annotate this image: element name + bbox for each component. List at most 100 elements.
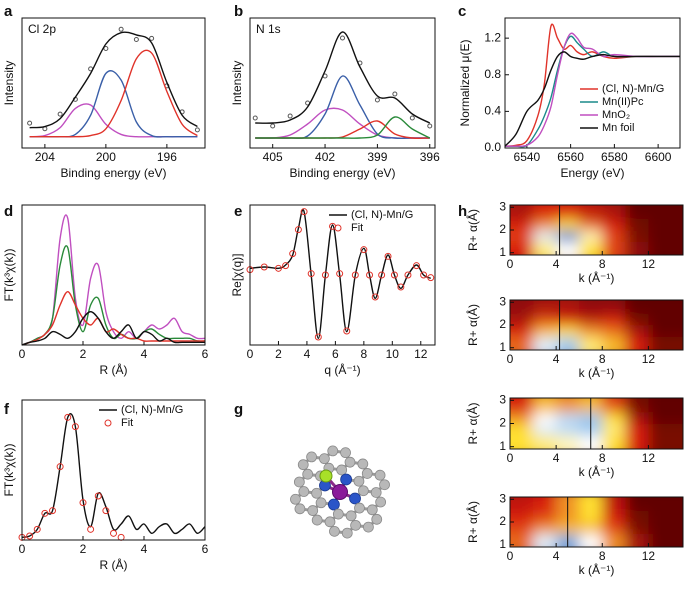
heatmap-cell [648, 497, 683, 512]
y-tick-label: 3 [499, 392, 506, 406]
x-tick-label: 12 [642, 352, 656, 366]
x-tick-label: 0 [247, 347, 254, 361]
y-axis-label: FT(k³χ(k)) [2, 249, 16, 302]
data-point [287, 113, 293, 119]
heatmap-cell [510, 205, 534, 220]
heatmap-cell [510, 241, 534, 255]
heatmap-cell [602, 435, 626, 449]
heatmap-cell [556, 313, 580, 326]
heatmap-cell [510, 533, 534, 547]
panel-label: d [4, 203, 13, 220]
heatmap-cell [510, 423, 534, 436]
heatmap-cell [625, 522, 649, 534]
legend-label: Fit [121, 417, 133, 429]
series-line [255, 75, 430, 140]
heatmap-cell [648, 230, 683, 242]
heatmap-cells [510, 398, 683, 449]
y-axis-label: Intensity [230, 61, 244, 106]
x-tick-label: 0 [507, 451, 514, 465]
heatmap-cell [648, 218, 683, 231]
heatmap-cell [579, 522, 603, 534]
panel-label: b [234, 3, 243, 20]
x-tick-label: 196 [157, 150, 177, 164]
y-axis-label: R+ α(Å) [465, 501, 480, 543]
carbon-atom [341, 527, 353, 539]
carbon-atom [298, 486, 310, 497]
series-line [255, 107, 430, 139]
data-point [413, 262, 420, 270]
legend-marker [104, 419, 112, 427]
carbon-atom [379, 479, 390, 491]
carbon-atom [293, 476, 305, 488]
heatmap [510, 300, 683, 350]
series-line [504, 23, 680, 147]
series-line [29, 49, 198, 138]
x-tick-label: 2 [80, 542, 87, 556]
data-point [282, 262, 290, 270]
data-point [397, 283, 405, 291]
annotation: Cl 2p [28, 22, 56, 36]
x-tick-label: 4 [141, 347, 148, 361]
x-axis-label: k (Å⁻¹) [579, 365, 615, 380]
heatmap-cell [533, 533, 557, 547]
y-tick-label: 1 [499, 537, 506, 551]
heatmap-cell [625, 510, 649, 523]
series-line [255, 31, 431, 124]
x-axis-label: k (Å⁻¹) [579, 464, 615, 479]
carbon-atom [307, 505, 319, 516]
data-point [390, 271, 398, 279]
heatmap-cell [510, 300, 534, 315]
y-tick-label: 3 [499, 491, 506, 505]
carbon-atom [336, 464, 348, 476]
data-point [118, 26, 124, 32]
x-axis-label: k (Å⁻¹) [579, 562, 615, 577]
x-axis-label: Energy (eV) [560, 166, 624, 180]
y-tick-label: 0.8 [484, 67, 501, 81]
y-tick-label: 3 [499, 199, 506, 213]
carbon-atom [311, 514, 323, 526]
x-tick-label: 8 [599, 352, 606, 366]
heatmap-cell [602, 230, 626, 242]
x-tick-label: 204 [35, 150, 55, 164]
data-point [340, 35, 345, 41]
series-line [29, 103, 198, 138]
x-tick-label: 12 [414, 347, 428, 361]
x-tick-label: 200 [96, 150, 116, 164]
panel-label: c [458, 3, 466, 20]
y-tick-label: 1 [499, 439, 506, 453]
carbon-atom [329, 525, 340, 537]
heatmap-cell [579, 325, 603, 337]
heatmap-cell [648, 411, 683, 424]
x-tick-label: 8 [599, 257, 606, 271]
heatmap-cell [648, 510, 683, 523]
carbon-atom [353, 475, 365, 487]
carbon-atom [324, 516, 336, 528]
x-tick-label: 12 [642, 451, 656, 465]
heatmap-cell [648, 313, 683, 326]
data-point [409, 115, 415, 121]
data-point [289, 250, 297, 258]
data-point [260, 263, 268, 271]
y-axis-label: Re[χ(q)] [230, 254, 244, 297]
x-tick-label: 4 [553, 451, 560, 465]
heatmap-cell [579, 230, 603, 242]
series-line [21, 310, 205, 346]
carbon-atom [357, 485, 369, 497]
legend-label: (Cl, N)-Mn/G [121, 404, 183, 416]
heatmap-cell [648, 423, 683, 436]
panel-label: a [4, 3, 13, 20]
plot-frame [509, 496, 684, 548]
carbon-atom [290, 493, 301, 505]
data-point [252, 115, 258, 121]
heatmap-cell [579, 300, 603, 315]
heatmap-cell [556, 241, 580, 255]
carbon-atom [340, 447, 351, 459]
x-tick-label: 6560 [557, 150, 584, 164]
heatmap-cell [625, 205, 649, 220]
carbon-atom [375, 496, 387, 508]
heatmap-cell [533, 411, 557, 424]
heatmap-cell [602, 510, 626, 523]
heatmap-cell [556, 423, 580, 436]
heatmap-cell [556, 325, 580, 337]
series-line [21, 214, 206, 346]
